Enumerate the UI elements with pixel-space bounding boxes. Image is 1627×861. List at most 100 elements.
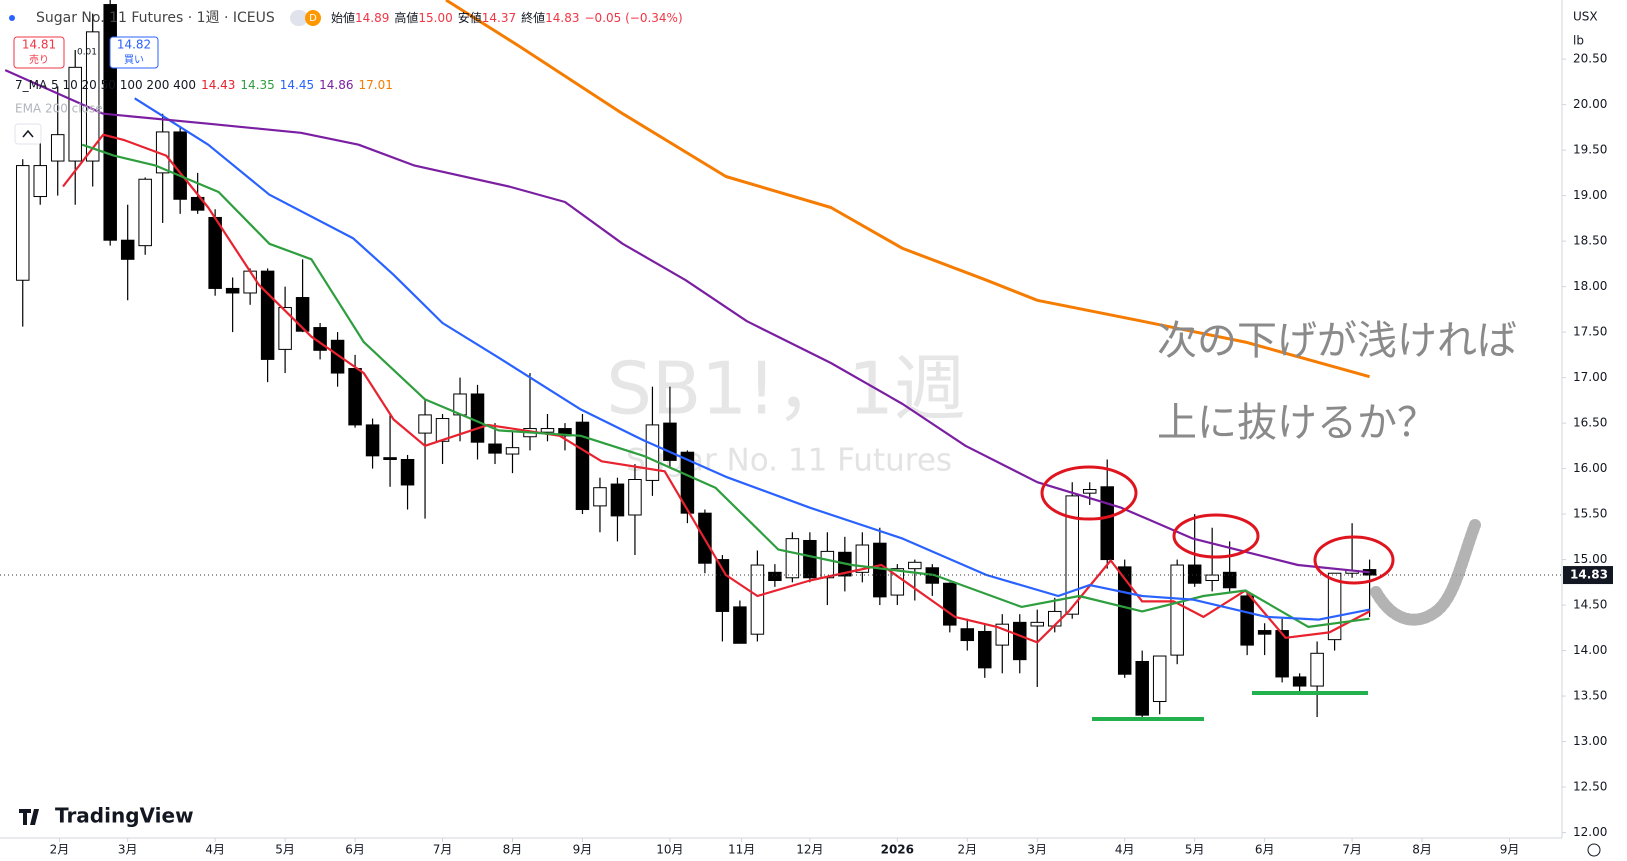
- x-tick-label: 2月: [50, 843, 70, 857]
- x-tick-label: 6月: [345, 843, 365, 857]
- candle-body: [1257, 630, 1272, 635]
- x-tick-label: 9月: [573, 843, 593, 857]
- candle-body: [575, 421, 590, 511]
- y-tick-label: 13.50: [1573, 689, 1607, 703]
- candle-body: [68, 66, 82, 162]
- candle-body: [435, 418, 450, 442]
- x-tick-label: 7月: [433, 843, 453, 857]
- candle-body: [138, 178, 152, 247]
- candle-body: [1152, 655, 1167, 703]
- ma-line: [81, 143, 1370, 628]
- indicator-legend: 7_MA 5 10 20 50 100 200 400 14.43 14.35 14.…: [15, 78, 393, 92]
- drawings: 次の下げが浅ければ 上に抜けるか？: [1040, 318, 1517, 721]
- candle-body: [505, 447, 520, 455]
- ohlc-value: 14.83: [545, 11, 579, 25]
- sell-button[interactable]: [13, 36, 65, 69]
- legend-panel: Sugar No. 11 Futures · 1週 · ICEUS D 始値 14…: [9, 10, 683, 828]
- x-tick-label: 9月: [1500, 843, 1520, 857]
- candle-body: [1082, 489, 1097, 494]
- candle-body: [943, 582, 957, 626]
- candle-body: [978, 630, 992, 669]
- badge: [305, 10, 321, 26]
- settings-icon[interactable]: [1587, 843, 1601, 857]
- candle-body: [820, 550, 835, 579]
- y-tick-label: 17.50: [1573, 325, 1607, 339]
- x-tick-label: 10月: [656, 843, 683, 857]
- toggle[interactable]: [290, 10, 308, 26]
- candle-body: [1275, 630, 1289, 678]
- candle-body: [50, 134, 65, 162]
- sell-label: 売り: [29, 53, 49, 66]
- y-tick-label: 12.50: [1573, 780, 1607, 794]
- buy-price: 14.82: [117, 38, 151, 52]
- candle-body: [1135, 660, 1149, 716]
- candle-body: [1065, 495, 1079, 615]
- candle-body: [628, 479, 642, 516]
- y-tick-label: 19.50: [1573, 143, 1607, 157]
- candle-body: [488, 443, 502, 454]
- ohlc-label: 高値: [394, 10, 418, 25]
- candle-body: [295, 297, 310, 332]
- circle-drawing: [1313, 535, 1395, 585]
- candle-body: [1222, 571, 1237, 589]
- time-axis: [0, 838, 1627, 861]
- y-tick-label: 19.00: [1573, 188, 1607, 202]
- logo-mark: [19, 809, 39, 825]
- y-tick-label: 15.00: [1573, 552, 1607, 566]
- candle-body: [278, 307, 292, 350]
- candle-body: [1310, 652, 1324, 687]
- candle-body: [733, 606, 747, 644]
- circle-drawing: [1040, 465, 1138, 521]
- candle-body: [1013, 621, 1027, 661]
- y-tick-label: 20.50: [1573, 52, 1607, 66]
- candle-body: [785, 538, 800, 579]
- indicator-legend: EMA 200 close: [15, 102, 103, 116]
- x-tick-label: 6月: [1255, 843, 1275, 857]
- ohlc-label: 安値: [458, 10, 482, 25]
- candle-body: [348, 368, 362, 426]
- y-tick-label: 14.50: [1573, 598, 1607, 612]
- candle-body: [908, 561, 922, 570]
- candle-body: [540, 428, 555, 433]
- candle-body: [1240, 595, 1254, 646]
- candle-body: [1205, 574, 1219, 582]
- x-tick-label: 4月: [205, 843, 225, 857]
- x-tick-label: 3月: [118, 843, 138, 857]
- x-tick-label: 8月: [503, 843, 523, 857]
- candle-body: [645, 424, 660, 481]
- x-tick-label: 4月: [1115, 843, 1135, 857]
- candle-body: [1292, 676, 1307, 687]
- spread: 0.01: [77, 48, 97, 58]
- indicator-value: 17.01: [359, 78, 393, 92]
- candle-body: [1030, 621, 1045, 627]
- ma-line: [4, 69, 1370, 574]
- plot: [0, 0, 1562, 719]
- y-tick-label: 16.50: [1573, 416, 1607, 430]
- logo-text: TradingView: [55, 804, 194, 828]
- indicator-value: 14.86: [319, 78, 353, 92]
- collapse-icon: [22, 129, 34, 138]
- candle-body: [750, 564, 765, 635]
- buy-button[interactable]: [109, 36, 159, 69]
- x-tick-label: 12月: [796, 843, 823, 857]
- candle-body: [173, 131, 187, 200]
- annotation: 上に抜けるか？: [1157, 400, 1437, 446]
- candle-body: [418, 414, 432, 434]
- ohlc-label: 始値: [331, 10, 355, 25]
- symbol-title: Sugar No. 11 Futures · 1週 · ICEUS: [36, 10, 275, 26]
- ohlc-label: 終値: [521, 10, 545, 25]
- annotation: 次の下げが浅ければ: [1157, 318, 1517, 364]
- x-tick-label: 5月: [1185, 843, 1205, 857]
- currency-button[interactable]: [1568, 7, 1608, 27]
- x-tick-label: 2026: [881, 843, 914, 857]
- indicator-value: 14.45: [280, 78, 314, 92]
- collapse-button[interactable]: [14, 123, 42, 145]
- candle-body: [470, 393, 485, 443]
- indicator-value: 14.35: [240, 78, 274, 92]
- candle-body: [803, 539, 817, 579]
- badge-text: D: [309, 13, 317, 24]
- y-tick-label: 18.50: [1573, 234, 1607, 248]
- watermark: SB1!，1週: [606, 347, 966, 431]
